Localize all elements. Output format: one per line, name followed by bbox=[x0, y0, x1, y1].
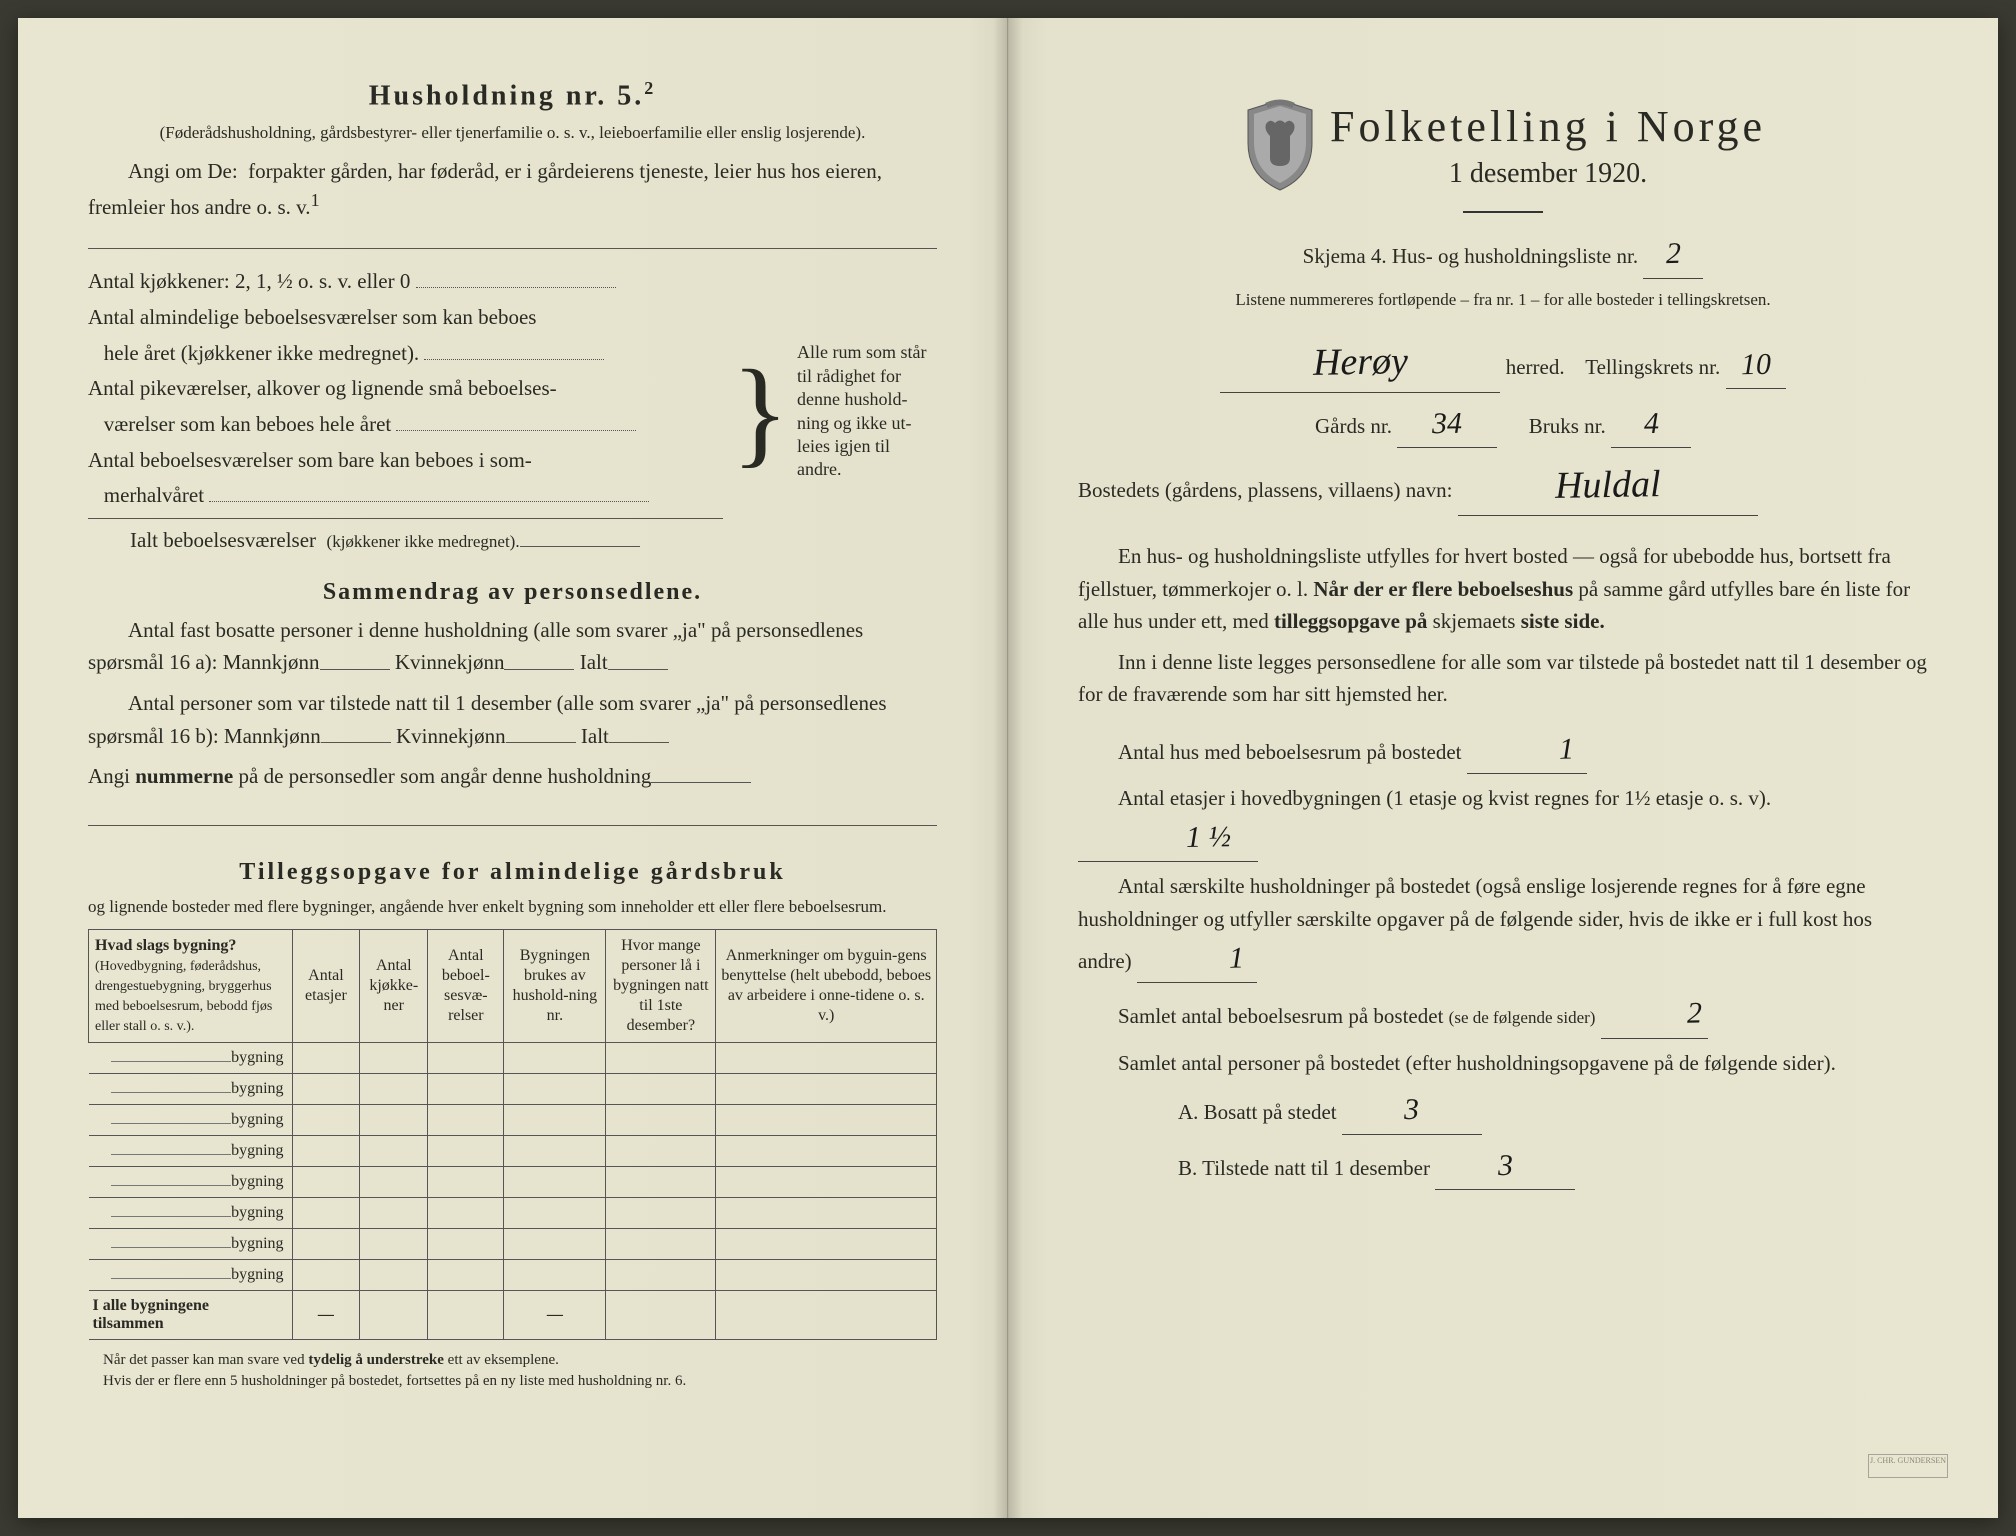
divider bbox=[88, 232, 937, 250]
table-row: bygning bbox=[89, 1197, 937, 1228]
census-date: 1 desember 1920. bbox=[1330, 158, 1766, 190]
col-kitchens: Antal kjøkke-ner bbox=[360, 929, 428, 1042]
table-row: bygning bbox=[89, 1104, 937, 1135]
q3: Antal særskilte husholdninger på bostede… bbox=[1078, 870, 1928, 983]
household-sub1: (Føderådshusholdning, gårdsbestyrer- ell… bbox=[88, 120, 937, 146]
table-row: bygning bbox=[89, 1259, 937, 1290]
table-row: bygning bbox=[89, 1228, 937, 1259]
listene-note: Listene nummereres fortløpende – fra nr.… bbox=[1078, 287, 1928, 313]
summary-l3: Angi nummerne på de personsedler som ang… bbox=[88, 760, 937, 793]
qa: A. Bosatt på stedet 3 bbox=[1078, 1087, 1928, 1135]
right-page: Folketelling i Norge 1 desember 1920. Sk… bbox=[1008, 18, 1998, 1518]
instructions-p2: Inn i denne liste legges personsedlene f… bbox=[1078, 646, 1928, 711]
tillegg-sub: og lignende bosteder med flere bygninger… bbox=[88, 894, 937, 920]
table-row: bygning bbox=[89, 1073, 937, 1104]
table-row: bygning bbox=[89, 1166, 937, 1197]
table-total-row: I alle bygningene tilsammen — — bbox=[89, 1290, 937, 1339]
summary-l2: Antal personer som var tilstede natt til… bbox=[88, 687, 937, 752]
census-document: Husholdning nr. 5.2 (Føderådshusholdning… bbox=[18, 18, 1998, 1518]
herred-line: Herøy herred. Tellingskrets nr. 10 bbox=[1078, 333, 1928, 393]
footnote: Når det passer kan man svare ved tydelig… bbox=[88, 1350, 937, 1392]
summary-l1: Antal fast bosatte personer i denne hush… bbox=[88, 614, 937, 679]
buildings-table: Hvad slags bygning? (Hovedbygning, føder… bbox=[88, 929, 937, 1340]
rooms-block: Antal kjøkkener: 2, 1, ½ o. s. v. eller … bbox=[88, 264, 937, 559]
q1: Antal hus med beboelsesrum på bostedet 1 bbox=[1078, 727, 1928, 775]
q4: Samlet antal beboelsesrum på bostedet (s… bbox=[1078, 991, 1928, 1039]
table-row: bygning bbox=[89, 1135, 937, 1166]
divider bbox=[1463, 211, 1543, 213]
col-household: Bygningen brukes av hushold-ning nr. bbox=[504, 929, 606, 1042]
title-row: Folketelling i Norge 1 desember 1920. bbox=[1078, 98, 1928, 193]
household-heading: Husholdning nr. 5.2 bbox=[88, 78, 937, 112]
brace-icon: } bbox=[731, 364, 789, 460]
summary-heading: Sammendrag av personsedlene. bbox=[88, 579, 937, 606]
qb: B. Tilstede natt til 1 desember 3 bbox=[1078, 1143, 1928, 1191]
q5: Samlet antal personer på bostedet (efter… bbox=[1078, 1047, 1928, 1080]
table-row: bygning bbox=[89, 1042, 937, 1073]
gards-line: Gårds nr. 34 Bruks nr. 4 bbox=[1078, 401, 1928, 449]
printer-stamp: J. CHR. GUNDERSEN bbox=[1868, 1454, 1948, 1478]
skjema-line: Skjema 4. Hus- og husholdningsliste nr. … bbox=[1078, 231, 1928, 279]
left-page: Husholdning nr. 5.2 (Føderådshusholdning… bbox=[18, 18, 1008, 1518]
col-type: Hvad slags bygning? (Hovedbygning, føder… bbox=[89, 929, 293, 1042]
main-title: Folketelling i Norge bbox=[1330, 101, 1766, 152]
brace-note: Alle rum som står til rådighet for denne… bbox=[797, 341, 937, 481]
instructions-p1: En hus- og husholdningsliste utfylles fo… bbox=[1078, 540, 1928, 638]
tillegg-heading: Tilleggsopgave for almindelige gårdsbruk bbox=[88, 859, 937, 886]
household-sub2: Angi om De: forpakter gården, har føderå… bbox=[88, 155, 937, 224]
q2: Antal etasjer i hovedbygningen (1 etasje… bbox=[1078, 782, 1928, 862]
col-floors: Antal etasjer bbox=[292, 929, 360, 1042]
divider bbox=[88, 809, 937, 827]
coat-of-arms-icon bbox=[1240, 98, 1320, 193]
col-persons: Hvor mange personer lå i bygningen natt … bbox=[606, 929, 716, 1042]
col-rooms: Antal beboel-sesvæ-relser bbox=[428, 929, 504, 1042]
col-notes: Anmerkninger om byguin-gens benyttelse (… bbox=[716, 929, 937, 1042]
bosted-line: Bostedets (gårdens, plassens, villaens) … bbox=[1078, 456, 1928, 516]
